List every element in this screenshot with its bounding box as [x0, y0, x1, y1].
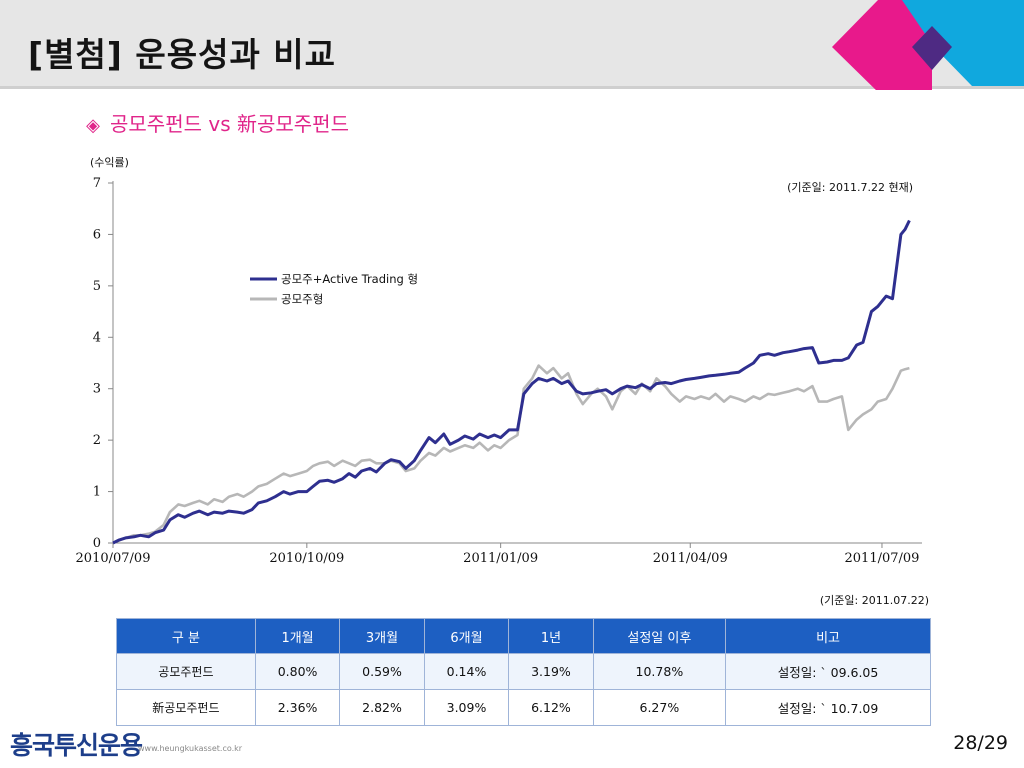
return-cell: 0.59%	[339, 653, 425, 690]
header-1y: 1년	[508, 618, 594, 654]
series-line-active-trading	[112, 219, 911, 545]
x-tick-label: 2010/10/09	[269, 551, 344, 566]
returns-table: 구 분 1개월 3개월 6개월 1년 설정일 이후 비고 공모주펀드 0.80%…	[116, 618, 931, 726]
x-tick-label: 2011/01/09	[463, 551, 538, 566]
table-basis-note: (기준일: 2011.07.22)	[819, 594, 929, 607]
purple-diamond-shape	[912, 26, 952, 70]
cyan-diamond-shape	[902, 0, 1024, 86]
page-number: 28/29	[953, 732, 1008, 754]
header-6m: 6개월	[423, 618, 510, 654]
x-tick-label: 2011/04/09	[653, 551, 728, 566]
y-tick-label: 0	[93, 536, 101, 551]
y-tick-label: 5	[93, 279, 101, 294]
fund-name-cell: 新공모주펀드	[116, 689, 256, 726]
y-tick-label: 3	[93, 382, 101, 397]
y-tick-label: 6	[93, 227, 101, 242]
table-header-row: 구 분 1개월 3개월 6개월 1년 설정일 이후 비고	[116, 618, 931, 654]
y-axis-label: (수익률)	[90, 156, 129, 169]
page-title: [별첨] 운용성과 비교	[28, 35, 337, 74]
y-tick-label: 1	[93, 485, 101, 500]
return-cell: 0.80%	[254, 653, 341, 690]
pink-diamond-shape	[832, 0, 932, 90]
fund-name-cell: 공모주펀드	[116, 653, 256, 690]
section-subtitle-text: 공모주펀드 vs 新공모주펀드	[110, 112, 349, 136]
corner-decoration	[832, 0, 1024, 90]
return-cell: 0.14%	[423, 653, 510, 690]
y-axis: 0 1 2 3 4 5 6 7	[93, 176, 114, 551]
header-since-inception: 설정일 이후	[592, 618, 727, 654]
note-cell: 설정일: ` 10.7.09	[725, 689, 931, 726]
return-cell: 2.82%	[339, 689, 425, 726]
company-url: www.heungkukasset.co.kr	[138, 744, 243, 753]
return-cell: 3.09%	[423, 689, 510, 726]
section-subtitle: ◈ 공모주펀드 vs 新공모주펀드	[82, 108, 349, 137]
legend-label-active-trading: 공모주+Active Trading 형	[281, 272, 418, 286]
header-category: 구 분	[116, 618, 256, 654]
x-axis: 2010/07/09 2010/10/09 2011/01/09 2011/04/09…	[76, 542, 922, 566]
header-notes: 비고	[725, 618, 931, 654]
legend: 공모주+Active Trading 형 공모주형	[250, 272, 418, 306]
legend-label-ipo-fund: 공모주형	[281, 292, 323, 306]
table-row: 新공모주펀드 2.36% 2.82% 3.09% 6.12% 6.27% 설정일…	[116, 689, 931, 726]
return-cell: 3.19%	[508, 653, 594, 690]
x-tick-label: 2010/07/09	[76, 551, 151, 566]
return-cell: 10.78%	[592, 653, 727, 690]
basis-note: (기준일: 2011.7.22 현재)	[787, 180, 913, 194]
title-bar-rule	[0, 86, 1024, 89]
series-lines	[112, 219, 911, 545]
y-tick-label: 7	[93, 176, 101, 191]
table-row: 공모주펀드 0.80% 0.59% 0.14% 3.19% 10.78% 설정일…	[116, 653, 931, 690]
diamond-icon: ◈	[86, 115, 100, 136]
header-1m: 1개월	[254, 618, 341, 654]
x-tick-label: 2011/07/09	[845, 551, 920, 566]
return-cell: 6.27%	[592, 689, 727, 726]
return-cell: 6.12%	[508, 689, 594, 726]
company-logo: 흥국투신운용	[10, 731, 143, 760]
y-tick-label: 2	[93, 433, 101, 448]
return-cell: 2.36%	[254, 689, 341, 726]
returns-chart: (수익률) (기준일: 2011.7.22 현재) 0 1 2 3 4 5 6 7 2010/…	[76, 156, 922, 566]
series-line-ipo-fund	[112, 364, 910, 545]
note-cell: 설정일: ` 09.6.05	[725, 653, 931, 690]
header-3m: 3개월	[339, 618, 425, 654]
y-tick-label: 4	[93, 330, 101, 345]
